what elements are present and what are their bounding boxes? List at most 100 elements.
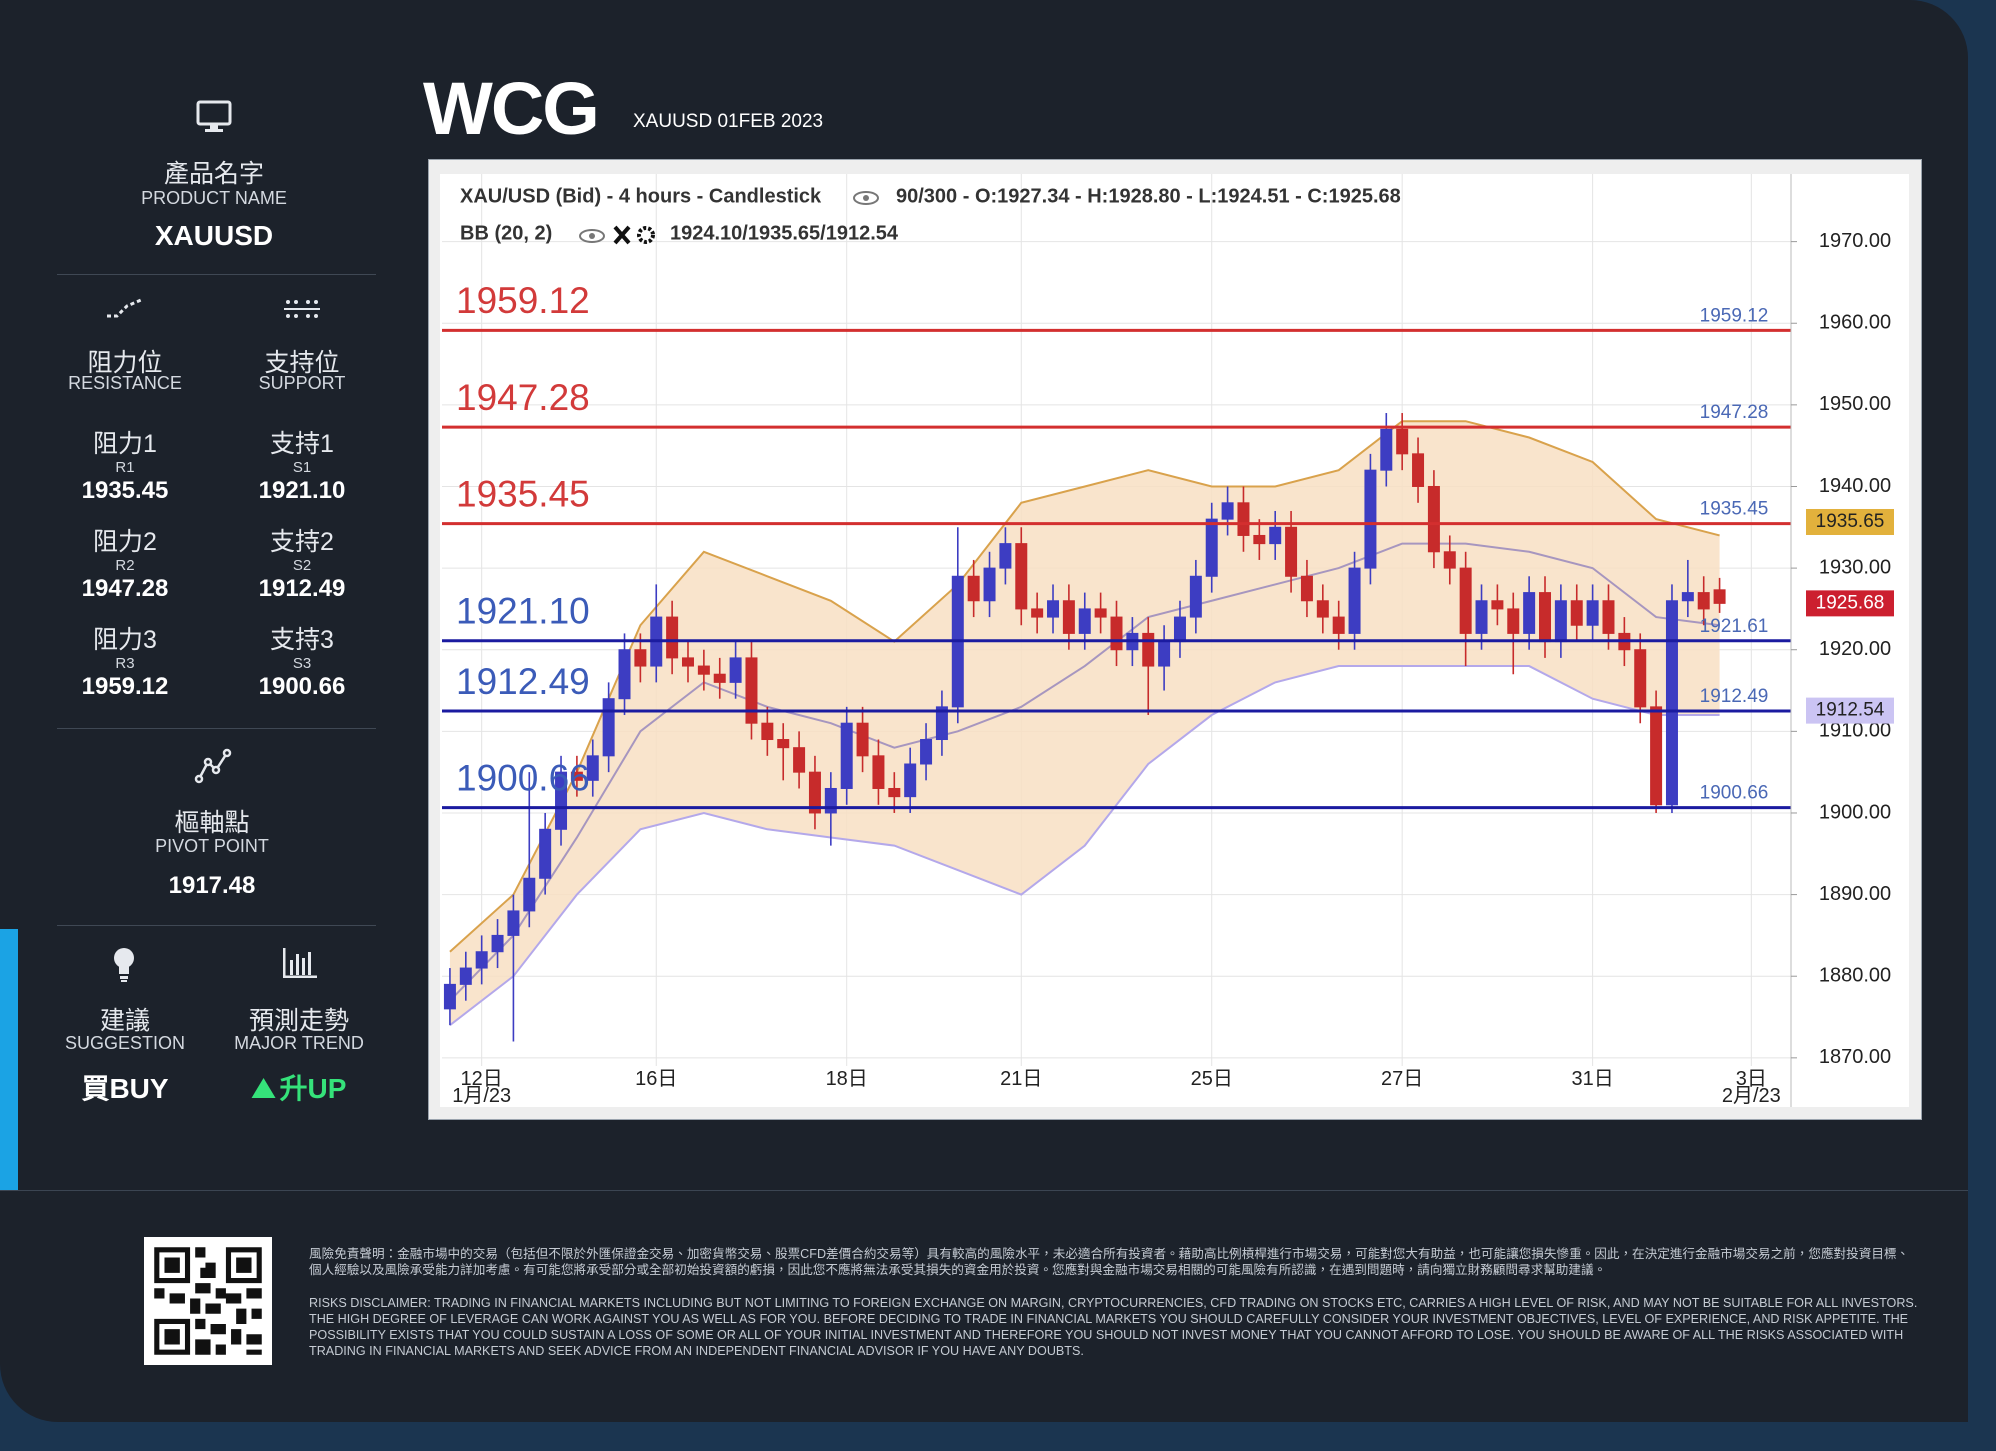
candle-body [1173, 616, 1186, 643]
x-tick-label: 27日 [1381, 1068, 1423, 1090]
candle-body [1412, 453, 1425, 487]
candle-body [459, 967, 472, 985]
separator [57, 728, 376, 729]
label-zh: 阻力位 [87, 349, 163, 377]
x-tick-label: 16日 [635, 1068, 677, 1090]
separator [57, 274, 376, 275]
candle-body [1681, 592, 1694, 602]
candle-body [1031, 608, 1044, 618]
level-label: 1921.10 [456, 591, 590, 632]
y-tick-label: 1900.00 [1819, 801, 1891, 823]
level-zh: 支持2 [270, 528, 334, 556]
candle-body [1443, 551, 1456, 569]
level-right-label: 1900.66 [1700, 783, 1769, 804]
candle-body [1078, 608, 1091, 634]
candle-body [475, 951, 488, 969]
level-value: 1921.10 [258, 477, 346, 504]
candle-body [1189, 575, 1202, 618]
level-code: S2 [292, 557, 312, 574]
candle-body [777, 739, 790, 749]
trend-value: 升UP [279, 1073, 347, 1104]
candle-body [555, 771, 568, 830]
x-tick-label: 18日 [826, 1068, 868, 1090]
label-en: SUGGESTION [64, 1033, 186, 1053]
candle-body [602, 698, 615, 757]
price-badge-label: 1925.68 [1816, 592, 1885, 613]
level-label: 1959.12 [456, 280, 590, 321]
candle-body [1554, 600, 1567, 643]
candle-body [729, 657, 742, 683]
candle-body [570, 771, 583, 781]
y-tick-label: 1880.00 [1819, 964, 1891, 986]
candle-body [1475, 600, 1488, 634]
candle-body [1380, 428, 1393, 471]
y-tick-label: 1930.00 [1819, 556, 1891, 578]
level-value: 1912.49 [258, 575, 346, 602]
candle-body [634, 649, 647, 667]
candle-body [1523, 592, 1536, 634]
candle-body [1364, 469, 1377, 569]
candle-body [1221, 502, 1234, 520]
level-right-label: 1912.49 [1700, 686, 1769, 707]
level-label: 1935.45 [456, 473, 590, 514]
label-zh: 產品名字 [163, 160, 265, 188]
monitor-icon [196, 100, 232, 132]
candle-body [1015, 543, 1028, 610]
x-tick-label: 31日 [1571, 1068, 1613, 1090]
candle-body [1586, 600, 1599, 626]
candle-body [1650, 706, 1663, 806]
candle-body [999, 543, 1012, 569]
y-tick-label: 1970.00 [1819, 230, 1891, 252]
band-line [449, 542, 1720, 1002]
candle-body [1205, 518, 1218, 577]
candle-body [967, 575, 980, 602]
candle-body [1570, 600, 1583, 626]
x-tick-label: 12日 1月/23 [452, 1068, 511, 1107]
level-right-label: 1935.45 [1700, 499, 1769, 520]
candle-body [1507, 608, 1520, 634]
level-label: 1900.66 [456, 757, 590, 798]
label-en: RESISTANCE [68, 373, 182, 393]
pivot-value: 1917.48 [168, 872, 256, 899]
candle-body [697, 665, 710, 675]
candle-body [1237, 502, 1250, 536]
candle-body [713, 673, 726, 683]
level-right-label: 1959.12 [1700, 305, 1769, 326]
candle-body [745, 657, 758, 724]
candle-body [1062, 600, 1075, 634]
candle-body [1459, 567, 1472, 634]
candle-body [888, 787, 901, 798]
resistance-icon [107, 298, 142, 318]
suggestion-value: 買BUY [81, 1073, 169, 1104]
candle-body [539, 828, 552, 879]
candle-body [904, 763, 917, 798]
candle-body [1269, 526, 1282, 545]
candle-body [920, 739, 933, 765]
label-zh: 預測走勢 [248, 1007, 350, 1035]
level-zh: 阻力3 [93, 626, 157, 654]
footer-separator [0, 1190, 1968, 1191]
card: WCG XAUUSD 01FEB 2023 產品名字 PRODUCT NAME … [0, 0, 1968, 1422]
price-badge-label: 1912.54 [1816, 700, 1885, 721]
candle-body [1142, 632, 1155, 667]
level-right-label: 1947.28 [1700, 402, 1769, 423]
price-badge [1806, 590, 1894, 617]
level-value: 1947.28 [81, 575, 169, 602]
candle-body [618, 649, 631, 700]
eye-icon [853, 191, 879, 205]
candle-body [1602, 600, 1615, 634]
accent-strip [0, 929, 18, 1190]
chart: 1959.12 1959.12 1947.28 1947.28 1935.45 1935.… [428, 159, 1922, 1120]
candle-body [824, 787, 837, 814]
level-zh: 阻力1 [93, 430, 157, 458]
candle-body [1316, 600, 1329, 618]
candle-body [1047, 600, 1060, 618]
price-badge [1806, 697, 1894, 724]
candle-body [808, 771, 821, 814]
y-tick-label: 1940.00 [1819, 475, 1891, 497]
label-en: MAJOR TREND [234, 1033, 364, 1053]
disclaimer-zh: 風險免責聲明：金融市場中的交易（包括但不限於外匯保證金交易、加密貨幣交易、股票C… [309, 1247, 1910, 1277]
separator [57, 925, 376, 926]
x-tick-label: 21日 [1000, 1068, 1042, 1090]
candle-body [1285, 526, 1298, 577]
